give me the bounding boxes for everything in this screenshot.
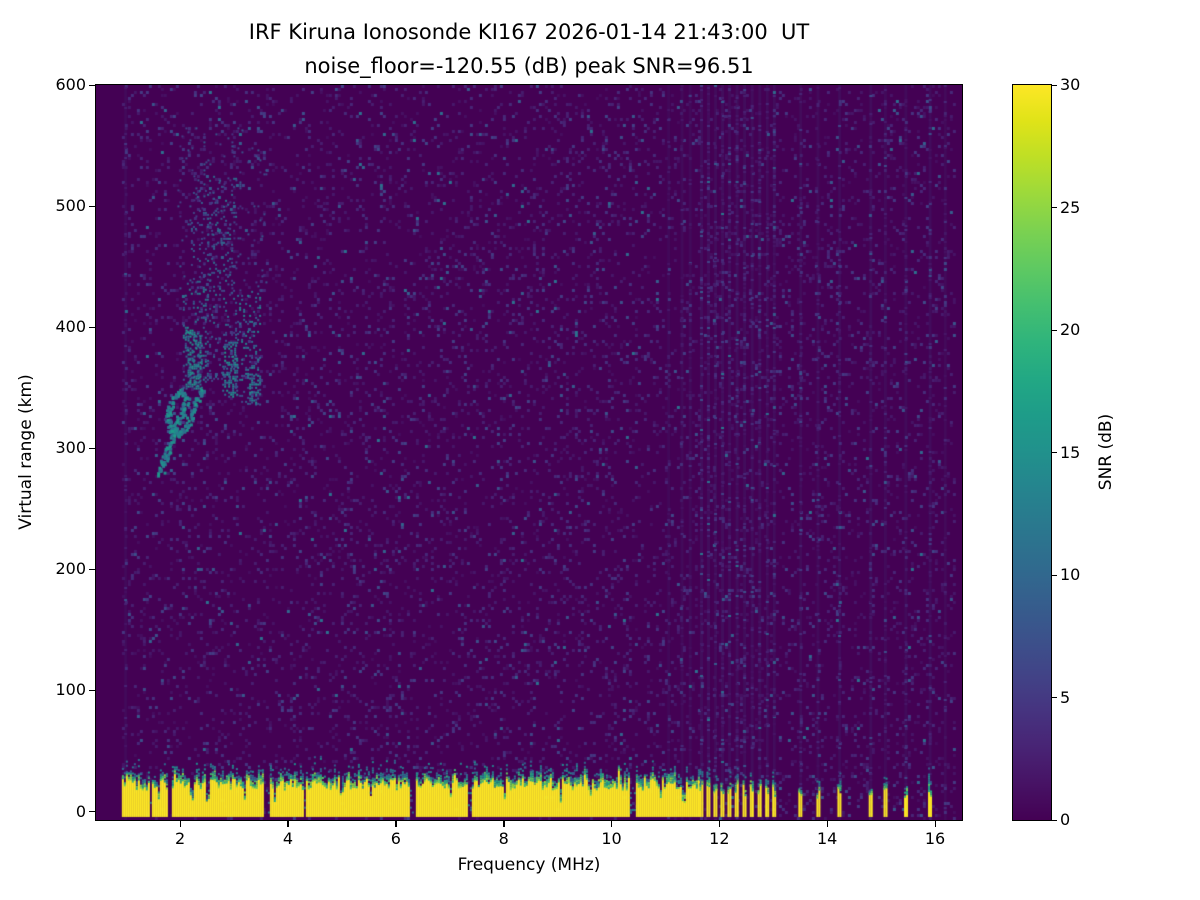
x-tick-mark	[395, 821, 397, 827]
colorbar-tick-mark	[1052, 329, 1057, 331]
x-tick-label: 8	[498, 829, 509, 848]
colorbar-tick-label: 30	[1060, 75, 1081, 94]
colorbar-tick-label: 20	[1060, 320, 1081, 339]
y-tick-mark	[89, 568, 95, 571]
colorbar-tick-mark	[1052, 819, 1057, 821]
x-tick-mark	[287, 821, 289, 827]
plot-title: IRF Kiruna Ionosonde KI167 2026-01-14 21…	[248, 20, 810, 44]
colorbar-tick-label: 10	[1060, 565, 1081, 584]
y-tick-mark	[89, 811, 95, 813]
y-tick-mark	[89, 689, 95, 692]
y-tick-label: 100	[55, 680, 86, 700]
x-tick-label: 4	[282, 829, 294, 848]
colorbar-tick-label: 5	[1060, 687, 1071, 707]
y-tick-mark	[89, 326, 95, 329]
ionogram-heatmap-canvas	[96, 85, 962, 820]
x-tick-label: 16	[924, 829, 946, 848]
x-tick-label: 2	[175, 829, 186, 848]
colorbar-tick-label: 25	[1060, 197, 1081, 217]
y-tick-mark	[89, 84, 95, 86]
y-tick-label: 500	[55, 196, 86, 216]
y-axis-label: Virtual range (km)	[16, 374, 36, 530]
x-axis-label: Frequency (MHz)	[457, 855, 601, 875]
plot-subtitle: noise_floor=-120.55 (dB) peak SNR=96.51	[304, 54, 754, 78]
x-tick-label: 6	[390, 829, 401, 848]
x-tick-label: 12	[709, 829, 730, 848]
colorbar-tick-label: 15	[1060, 442, 1081, 462]
y-tick-label: 400	[55, 317, 86, 337]
colorbar-tick-mark	[1052, 452, 1057, 454]
y-tick-label: 300	[55, 438, 86, 458]
x-tick-mark	[718, 821, 721, 827]
colorbar	[1012, 84, 1052, 821]
colorbar-tick-mark	[1052, 207, 1057, 209]
colorbar-label: SNR (dB)	[1096, 413, 1116, 491]
y-tick-label: 600	[55, 75, 86, 94]
colorbar-tick-mark	[1052, 84, 1057, 86]
colorbar-tick-mark	[1052, 697, 1057, 699]
plot-frame	[95, 84, 963, 821]
y-tick-mark	[89, 447, 95, 450]
x-tick-label: 10	[601, 829, 622, 848]
x-tick-mark	[503, 821, 505, 827]
x-tick-mark	[611, 821, 613, 827]
y-tick-mark	[89, 205, 95, 207]
colorbar-tick-mark	[1052, 574, 1057, 576]
colorbar-tick-label: 0	[1060, 810, 1071, 829]
x-tick-mark	[179, 821, 181, 827]
y-tick-label: 200	[55, 559, 86, 579]
x-tick-mark	[934, 821, 936, 827]
y-tick-label: 0	[75, 801, 86, 821]
x-tick-label: 14	[817, 829, 838, 848]
x-tick-mark	[826, 821, 829, 827]
